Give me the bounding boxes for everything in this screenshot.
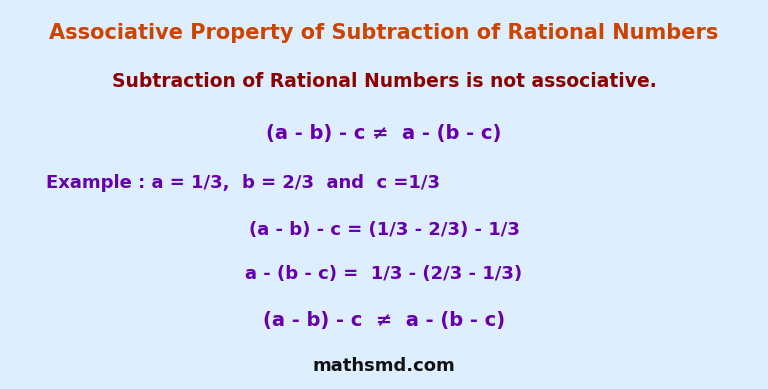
Text: Subtraction of Rational Numbers is not associative.: Subtraction of Rational Numbers is not a…	[111, 72, 657, 91]
Text: (a - b) - c ≠  a - (b - c): (a - b) - c ≠ a - (b - c)	[266, 124, 502, 142]
Text: mathsmd.com: mathsmd.com	[313, 357, 455, 375]
Text: Example : a = 1/3,  b = 2/3  and  c =1/3: Example : a = 1/3, b = 2/3 and c =1/3	[46, 174, 440, 192]
Text: Associative Property of Subtraction of Rational Numbers: Associative Property of Subtraction of R…	[49, 23, 719, 43]
Text: a - (b - c) =  1/3 - (2/3 - 1/3): a - (b - c) = 1/3 - (2/3 - 1/3)	[246, 265, 522, 283]
Text: (a - b) - c = (1/3 - 2/3) - 1/3: (a - b) - c = (1/3 - 2/3) - 1/3	[249, 221, 519, 238]
Text: (a - b) - c  ≠  a - (b - c): (a - b) - c ≠ a - (b - c)	[263, 312, 505, 330]
